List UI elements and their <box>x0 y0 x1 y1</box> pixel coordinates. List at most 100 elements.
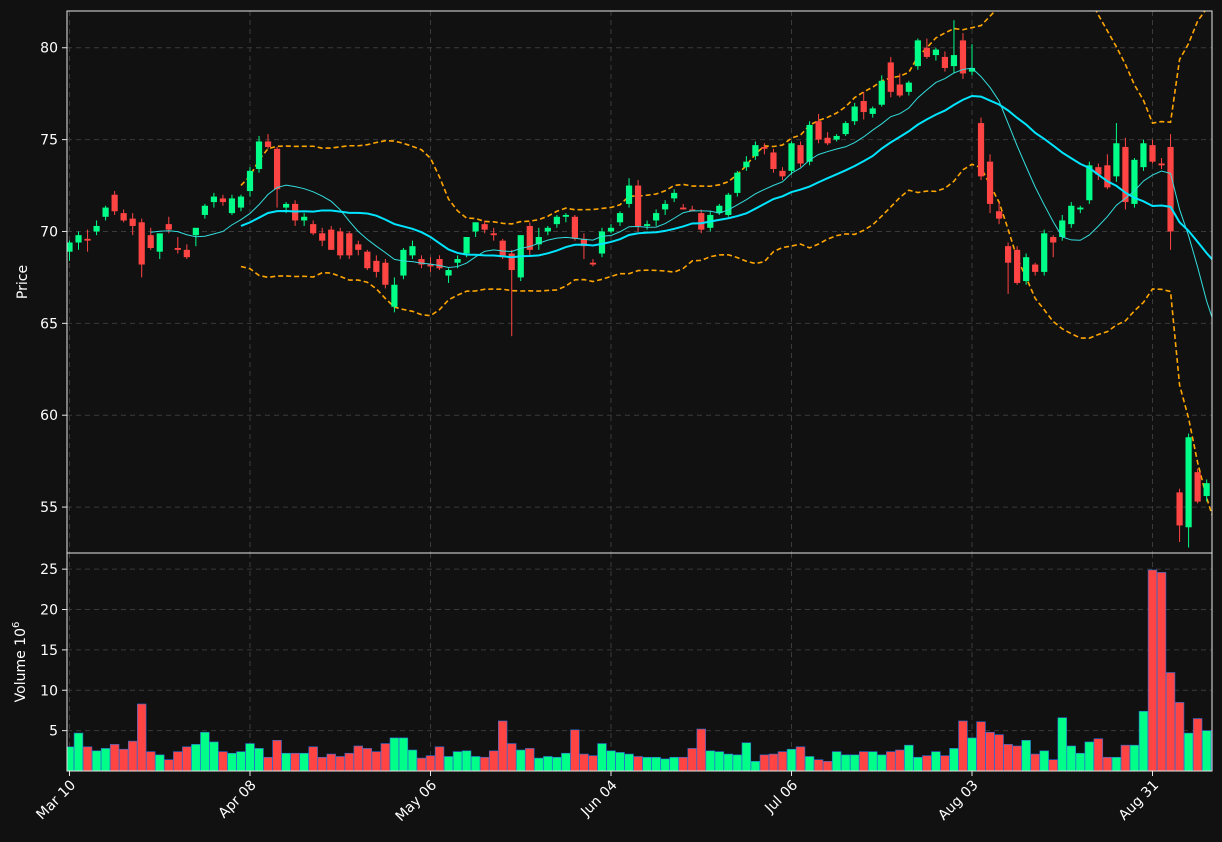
volume-bar <box>525 748 535 771</box>
candle-body <box>743 161 750 168</box>
candle-body <box>1086 165 1093 201</box>
candle-body <box>571 216 578 239</box>
moving-averages <box>150 67 1212 319</box>
candle-body <box>1032 264 1039 272</box>
candle-body <box>616 213 624 223</box>
volume-axis-label-text: Volume 10 <box>13 628 29 702</box>
candle-body <box>454 259 461 263</box>
candle-body <box>815 121 822 140</box>
candle-body <box>84 238 91 241</box>
candle-body <box>1014 249 1021 283</box>
price-tick-label: 70 <box>40 224 58 240</box>
volume-bar <box>570 729 580 771</box>
candle-body <box>1068 205 1075 225</box>
candle-body <box>544 227 551 232</box>
volume-bar <box>588 755 598 771</box>
volume-bar <box>1039 750 1049 771</box>
volume-bar <box>1165 672 1176 771</box>
volume-grid <box>67 553 1212 771</box>
volume-bar <box>470 756 481 771</box>
candle-body <box>391 284 398 307</box>
volume-bar <box>173 751 183 771</box>
candle-body <box>75 235 82 243</box>
candle-body <box>1050 236 1057 243</box>
candle-body <box>680 207 687 210</box>
volume-bar <box>227 752 237 771</box>
candle-body <box>1122 146 1129 203</box>
price-tick-label: 75 <box>40 133 58 149</box>
volume-bar <box>949 748 959 771</box>
volume-bar <box>696 728 706 771</box>
candle-body <box>1095 167 1102 175</box>
candle-body <box>905 82 912 92</box>
candle-body <box>255 141 263 170</box>
candle-body <box>1149 145 1156 162</box>
volume-bar <box>398 737 409 771</box>
candle-body <box>273 148 281 190</box>
candle-body <box>481 224 488 230</box>
candle-body <box>463 236 470 254</box>
volume-bar <box>164 759 174 771</box>
candle-body <box>932 49 939 56</box>
volume-bar <box>1156 572 1167 771</box>
candle-body <box>138 222 145 265</box>
price-axis-label: Price <box>15 265 31 299</box>
candle-body <box>246 170 254 192</box>
candle-body <box>1077 207 1084 210</box>
volume-bar <box>507 743 517 771</box>
candle-body <box>147 235 154 249</box>
volume-tick-label: 10 <box>40 683 58 699</box>
volume-bar <box>118 748 129 771</box>
volume-bar <box>1021 740 1031 771</box>
candle-body <box>941 56 949 68</box>
volume-bar <box>209 741 219 771</box>
candle-body <box>671 192 678 199</box>
candle-body <box>1023 257 1030 282</box>
volume-bar <box>940 755 950 771</box>
candle-body <box>914 40 921 67</box>
volume-bar <box>687 748 697 771</box>
candle-body <box>1041 233 1048 272</box>
volume-bar <box>389 737 400 771</box>
candle-body <box>1158 163 1165 166</box>
volume-bar <box>777 751 788 771</box>
candle-body <box>129 218 136 226</box>
price-tick-label: 65 <box>40 316 58 332</box>
candle-body <box>734 172 741 193</box>
volume-bar <box>344 752 354 771</box>
volume-bar <box>976 721 986 771</box>
volume-bar <box>191 744 201 771</box>
candle-body <box>310 224 317 234</box>
volume-bar <box>407 749 418 771</box>
volume-bar <box>254 748 264 771</box>
candle-body <box>1203 483 1210 497</box>
candle-body <box>607 227 615 232</box>
volume-bar <box>561 752 571 771</box>
volume-bar <box>660 758 670 771</box>
candle-body <box>508 253 515 271</box>
volume-bar <box>236 751 246 771</box>
volume-bar <box>1102 756 1113 771</box>
volume-bar <box>146 751 156 771</box>
candle-body <box>445 270 452 276</box>
volume-bar <box>299 752 309 771</box>
volume-bar <box>335 756 345 771</box>
candle-body <box>490 233 497 236</box>
volume-bar <box>425 755 436 771</box>
candle-body <box>716 205 723 214</box>
candle-body <box>1194 472 1201 502</box>
candle-body <box>995 211 1003 219</box>
volume-bar <box>155 754 165 771</box>
volume-bar <box>488 750 499 771</box>
volume-bar <box>1057 717 1067 771</box>
candle-body <box>986 161 994 204</box>
candle-body <box>698 213 705 230</box>
candle-body <box>156 233 163 252</box>
volume-tick-label: 25 <box>40 562 58 578</box>
volume-bar <box>994 734 1004 771</box>
candle-body <box>770 152 777 170</box>
candle-body <box>409 246 416 256</box>
volume-bar <box>669 756 679 771</box>
volume-tick-label: 15 <box>40 643 58 659</box>
candle-body <box>824 137 831 144</box>
